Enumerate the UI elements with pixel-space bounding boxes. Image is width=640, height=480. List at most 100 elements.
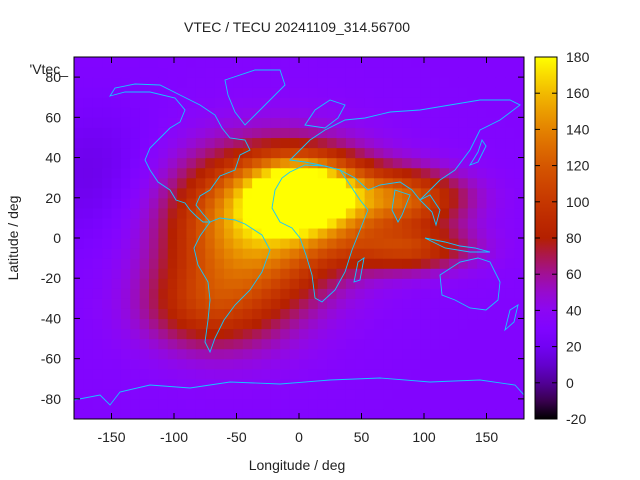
heatmap-cell — [158, 278, 169, 289]
heatmap-cell — [74, 207, 84, 219]
heatmap-cell — [458, 318, 469, 330]
heatmap-cell — [130, 268, 141, 279]
heatmap-cell — [186, 207, 197, 219]
heatmap-cell — [289, 127, 300, 139]
heatmap-cell — [195, 207, 206, 219]
heatmap-cell — [74, 87, 84, 98]
heatmap-cell — [224, 107, 234, 118]
heatmap-cell — [514, 147, 524, 159]
heatmap-cell — [364, 127, 375, 139]
heatmap-cell — [477, 408, 488, 419]
heatmap-cell — [233, 207, 244, 219]
heatmap-cell — [205, 398, 216, 410]
heatmap-cell — [364, 117, 375, 128]
heatmap-cell — [514, 258, 524, 269]
heatmap-cell — [120, 217, 131, 229]
heatmap-cell — [102, 107, 113, 118]
heatmap-cell — [111, 107, 122, 118]
heatmap-cell — [177, 227, 188, 239]
heatmap-cell — [111, 197, 122, 209]
heatmap-cell — [167, 388, 178, 400]
heatmap-cell — [92, 227, 103, 239]
heatmap-cell — [195, 318, 206, 330]
heatmap-cell — [467, 87, 478, 98]
heatmap-cell — [205, 137, 216, 149]
heatmap-cell — [495, 298, 506, 309]
heatmap-cell — [392, 147, 403, 159]
heatmap-cell — [252, 97, 263, 108]
heatmap-cell — [299, 238, 309, 249]
heatmap-cell — [195, 227, 206, 239]
heatmap-cell — [242, 137, 253, 149]
heatmap-cell — [139, 207, 150, 219]
heatmap-cell — [374, 77, 384, 88]
heatmap-cell — [224, 328, 234, 340]
heatmap-cell — [505, 288, 516, 299]
heatmap-cell — [439, 348, 450, 360]
heatmap-cell — [139, 87, 150, 98]
heatmap-cell — [289, 308, 300, 320]
heatmap-cell — [364, 177, 375, 189]
heatmap-cell — [111, 77, 122, 88]
heatmap-cell — [233, 328, 244, 340]
heatmap-cell — [439, 147, 450, 159]
heatmap-cell — [167, 167, 178, 179]
heatmap-cell — [233, 67, 244, 78]
heatmap-cell — [111, 238, 122, 249]
heatmap-cell — [374, 147, 384, 159]
heatmap-cell — [477, 107, 488, 118]
heatmap-cell — [186, 147, 197, 159]
heatmap-cell — [195, 217, 206, 229]
heatmap-cell — [280, 77, 291, 88]
heatmap-cell — [364, 57, 375, 68]
heatmap-cell — [495, 107, 506, 118]
heatmap-cell — [177, 358, 188, 370]
chart-title: VTEC / TECU 20241109_314.56700 — [184, 19, 410, 35]
heatmap-cell — [74, 217, 84, 229]
heatmap-cell — [467, 338, 478, 350]
heatmap-cell — [224, 127, 234, 139]
heatmap-cell — [139, 57, 150, 68]
heatmap-cell — [111, 258, 122, 269]
heatmap-cell — [383, 217, 394, 229]
heatmap-cell — [139, 338, 150, 350]
heatmap-cell — [167, 378, 178, 390]
heatmap-cell — [158, 268, 169, 279]
heatmap-cell — [364, 107, 375, 118]
heatmap-cell — [289, 117, 300, 128]
heatmap-cell — [299, 268, 309, 279]
heatmap-cell — [195, 278, 206, 289]
heatmap-cell — [252, 147, 263, 159]
heatmap-cell — [411, 328, 422, 340]
heatmap-cell — [167, 368, 178, 380]
colorbar-tick-label: 160 — [566, 85, 590, 101]
heatmap-cell — [383, 197, 394, 209]
heatmap-cell — [102, 127, 113, 139]
heatmap-cell — [83, 408, 94, 419]
heatmap-cell — [355, 227, 366, 239]
heatmap-cell — [149, 358, 159, 370]
heatmap-cell — [139, 298, 150, 309]
x-tick-label: -50 — [226, 429, 246, 445]
heatmap-cell — [355, 117, 366, 128]
heatmap-cell — [120, 358, 131, 370]
heatmap-cell — [308, 408, 319, 419]
heatmap-cell — [242, 328, 253, 340]
heatmap-cell — [139, 368, 150, 380]
heatmap-cell — [514, 197, 524, 209]
heatmap-cell — [252, 177, 263, 189]
heatmap-cell — [205, 57, 216, 68]
heatmap-cell — [130, 258, 141, 269]
heatmap-cell — [186, 368, 197, 380]
heatmap-cell — [92, 167, 103, 179]
heatmap-cell — [495, 268, 506, 279]
heatmap-cell — [83, 268, 94, 279]
heatmap-cell — [280, 197, 291, 209]
heatmap-cell — [308, 87, 319, 98]
heatmap-cell — [439, 197, 450, 209]
heatmap-cell — [402, 328, 413, 340]
heatmap-cell — [120, 227, 131, 239]
heatmap-cell — [477, 298, 488, 309]
heatmap-cell — [139, 217, 150, 229]
heatmap-cell — [345, 408, 356, 419]
